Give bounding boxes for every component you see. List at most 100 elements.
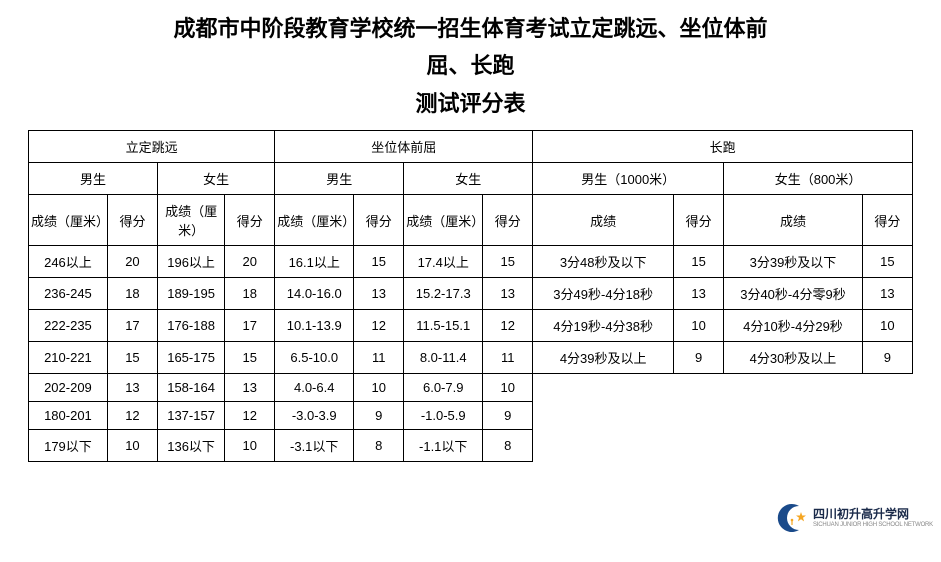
header-row-gender: 男生 女生 男生 女生 男生（1000米） 女生（800米） — [29, 163, 913, 195]
cell — [533, 374, 674, 402]
table-row: 179以下10136以下10-3.1以下8-1.1以下8 — [29, 430, 913, 462]
scoring-table: 立定跳远 坐位体前屈 长跑 男生 女生 男生 女生 男生（1000米） 女生（8… — [28, 130, 913, 462]
col-sit-m-score: 成绩（厘米） — [275, 195, 354, 246]
cell: 17 — [107, 310, 157, 342]
cell: 4分10秒-4分29秒 — [724, 310, 863, 342]
col-sit-f-points: 得分 — [483, 195, 533, 246]
col-jump-f-score: 成绩（厘米） — [158, 195, 225, 246]
header-sit-male: 男生 — [275, 163, 404, 195]
cell: 12 — [225, 402, 275, 430]
cell: 189-195 — [158, 278, 225, 310]
header-event-jump: 立定跳远 — [29, 131, 275, 163]
cell: 8 — [483, 430, 533, 462]
table-body: 246以上20196以上2016.1以上1517.4以上153分48秒及以下15… — [29, 246, 913, 462]
col-sit-m-points: 得分 — [354, 195, 404, 246]
cell: 9 — [862, 342, 912, 374]
cell: -1.1以下 — [404, 430, 483, 462]
cell: 16.1以上 — [275, 246, 354, 278]
cell: 10 — [107, 430, 157, 462]
cell: 11 — [354, 342, 404, 374]
cell: 15 — [674, 246, 724, 278]
cell: 4.0-6.4 — [275, 374, 354, 402]
cell: 222-235 — [29, 310, 108, 342]
cell: 179以下 — [29, 430, 108, 462]
cell — [674, 374, 724, 402]
logo-text: 四川初升高升学网 SICHUAN JUNIOR HIGH SCHOOL NETW… — [813, 508, 933, 527]
cell: 15 — [483, 246, 533, 278]
title-line-3: 测试评分表 — [28, 85, 913, 122]
cell: 18 — [225, 278, 275, 310]
col-run-m-points: 得分 — [674, 195, 724, 246]
table-row: 202-20913158-164134.0-6.4106.0-7.910 — [29, 374, 913, 402]
cell: 15 — [225, 342, 275, 374]
cell: 10 — [674, 310, 724, 342]
header-event-run: 长跑 — [533, 131, 913, 163]
cell: 4分30秒及以上 — [724, 342, 863, 374]
cell: 15 — [107, 342, 157, 374]
table-row: 210-22115165-175156.5-10.0118.0-11.4114分… — [29, 342, 913, 374]
cell: 3分48秒及以下 — [533, 246, 674, 278]
header-row-events: 立定跳远 坐位体前屈 长跑 — [29, 131, 913, 163]
header-run-male: 男生（1000米） — [533, 163, 724, 195]
page-title-block: 成都市中阶段教育学校统一招生体育考试立定跳远、坐位体前 屈、长跑 测试评分表 — [28, 10, 913, 122]
cell: 13 — [862, 278, 912, 310]
cell: 196以上 — [158, 246, 225, 278]
cell: 17.4以上 — [404, 246, 483, 278]
cell — [674, 430, 724, 462]
cell: 10.1-13.9 — [275, 310, 354, 342]
cell: 12 — [354, 310, 404, 342]
cell: -1.0-5.9 — [404, 402, 483, 430]
col-jump-f-points: 得分 — [225, 195, 275, 246]
cell: 12 — [107, 402, 157, 430]
col-sit-f-score: 成绩（厘米） — [404, 195, 483, 246]
cell: 20 — [225, 246, 275, 278]
logo-text-cn: 四川初升高升学网 — [813, 508, 933, 521]
col-jump-m-points: 得分 — [107, 195, 157, 246]
cell: 8.0-11.4 — [404, 342, 483, 374]
cell — [724, 374, 863, 402]
cell: 9 — [674, 342, 724, 374]
cell: 14.0-16.0 — [275, 278, 354, 310]
cell: 17 — [225, 310, 275, 342]
cell: 165-175 — [158, 342, 225, 374]
table-row: 180-20112137-15712-3.0-3.99-1.0-5.99 — [29, 402, 913, 430]
cell: 13 — [107, 374, 157, 402]
table-row: 246以上20196以上2016.1以上1517.4以上153分48秒及以下15… — [29, 246, 913, 278]
header-event-sitreach: 坐位体前屈 — [275, 131, 533, 163]
cell: 10 — [862, 310, 912, 342]
col-run-m-score: 成绩 — [533, 195, 674, 246]
header-jump-male: 男生 — [29, 163, 158, 195]
cell: 8 — [354, 430, 404, 462]
cell — [862, 430, 912, 462]
cell: 176-188 — [158, 310, 225, 342]
cell: 6.5-10.0 — [275, 342, 354, 374]
cell: 246以上 — [29, 246, 108, 278]
title-line-2: 屈、长跑 — [28, 47, 913, 84]
title-line-1: 成都市中阶段教育学校统一招生体育考试立定跳远、坐位体前 — [28, 10, 913, 47]
cell: 210-221 — [29, 342, 108, 374]
header-run-female: 女生（800米） — [724, 163, 913, 195]
col-run-f-score: 成绩 — [724, 195, 863, 246]
cell: 13 — [354, 278, 404, 310]
cell: 202-209 — [29, 374, 108, 402]
cell: 9 — [354, 402, 404, 430]
cell: 15 — [862, 246, 912, 278]
cell: 13 — [225, 374, 275, 402]
logo-text-en: SICHUAN JUNIOR HIGH SCHOOL NETWORK — [813, 522, 933, 528]
cell: 11 — [483, 342, 533, 374]
cell — [533, 430, 674, 462]
cell: 20 — [107, 246, 157, 278]
crescent-star-icon — [777, 502, 809, 534]
cell: 3分39秒及以下 — [724, 246, 863, 278]
cell: 3分49秒-4分18秒 — [533, 278, 674, 310]
cell — [533, 402, 674, 430]
header-jump-female: 女生 — [158, 163, 275, 195]
cell: 13 — [483, 278, 533, 310]
cell: 236-245 — [29, 278, 108, 310]
cell: 137-157 — [158, 402, 225, 430]
cell: 9 — [483, 402, 533, 430]
cell: 136以下 — [158, 430, 225, 462]
col-jump-m-score: 成绩（厘米） — [29, 195, 108, 246]
cell: -3.1以下 — [275, 430, 354, 462]
cell — [862, 402, 912, 430]
